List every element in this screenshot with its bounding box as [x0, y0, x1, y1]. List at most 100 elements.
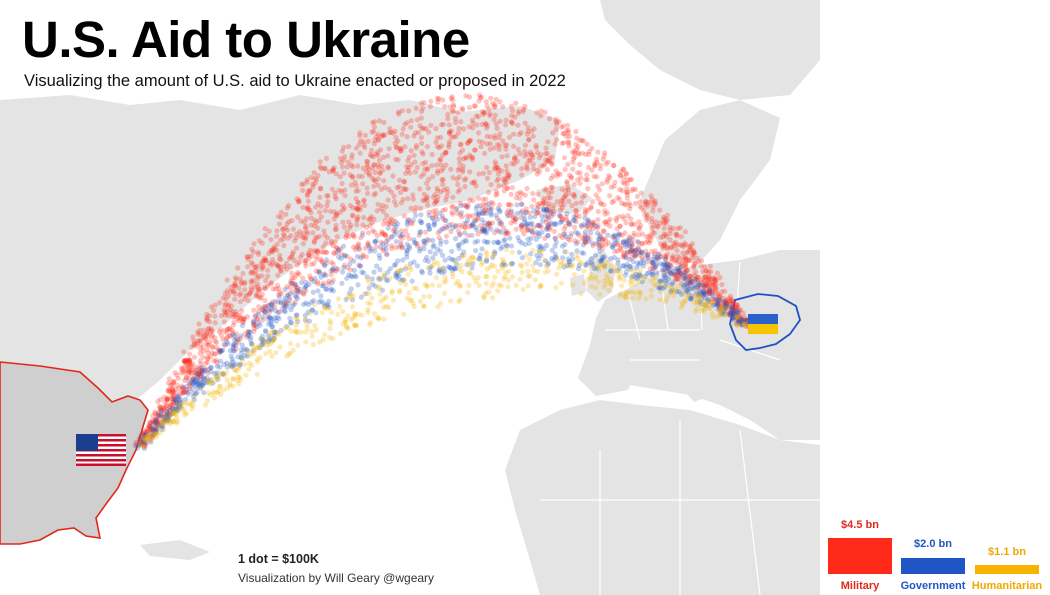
aid-dot-humanitarian	[368, 301, 374, 307]
aid-dot-military	[356, 247, 362, 253]
aid-dot-military	[167, 411, 173, 417]
aid-dot-military	[621, 174, 627, 180]
aid-dot-military	[519, 227, 525, 233]
aid-dot-government	[395, 258, 401, 264]
aid-dot-military	[232, 311, 238, 318]
aid-dot-military	[148, 434, 154, 440]
aid-dot-military	[205, 325, 212, 331]
aid-dot-military	[524, 185, 530, 192]
aid-dot-military	[221, 319, 227, 325]
aid-dot-military	[419, 149, 425, 155]
aid-dot-military	[571, 192, 577, 198]
aid-dot-government	[475, 238, 481, 244]
aid-dot-military	[582, 207, 589, 213]
aid-dot-government	[218, 348, 224, 354]
aid-dot-military	[333, 268, 339, 274]
aid-dot-military	[558, 202, 564, 208]
aid-dot-military	[583, 239, 589, 245]
aid-dot-military	[422, 166, 428, 172]
aid-dot-humanitarian	[637, 267, 643, 273]
aid-dot-military	[546, 116, 553, 122]
aid-dot-military	[372, 190, 379, 196]
aid-dot-military	[293, 235, 299, 241]
aid-dot-military	[318, 166, 324, 172]
aid-dot-military	[640, 208, 647, 214]
aid-dot-humanitarian	[276, 331, 282, 337]
aid-dot-military	[612, 179, 618, 185]
aid-dot-military	[722, 305, 729, 311]
aid-dot-military	[303, 236, 309, 242]
aid-dot-military	[595, 222, 601, 228]
aid-dot-military	[589, 220, 596, 226]
aid-dot-military	[523, 209, 529, 215]
aid-dot-military	[504, 153, 510, 159]
aid-dot-military	[553, 168, 559, 174]
aid-dot-military	[268, 247, 274, 254]
aid-dot-military	[248, 270, 254, 276]
aid-dot-military	[325, 193, 331, 199]
aid-dot-military	[661, 242, 667, 248]
aid-dot-military	[677, 272, 683, 278]
aid-dot-military	[629, 240, 635, 246]
aid-dot-military	[378, 239, 384, 245]
aid-dot-military	[366, 217, 372, 223]
aid-dot-government	[395, 221, 401, 227]
aid-dot-military	[191, 376, 197, 383]
aid-dot-military	[376, 157, 383, 163]
aid-dot-humanitarian	[192, 393, 198, 399]
aid-dot-military	[184, 386, 190, 393]
aid-dot-military	[480, 170, 487, 176]
aid-dot-military	[364, 164, 371, 170]
aid-dot-military	[633, 247, 639, 253]
aid-dot-military	[511, 155, 518, 161]
aid-dot-military	[141, 431, 147, 437]
aid-dot-humanitarian	[295, 342, 301, 348]
aid-dot-military	[280, 231, 287, 237]
aid-dot-military	[349, 162, 355, 168]
legend-value-humanitarian: $1.1 bn	[988, 546, 1026, 558]
aid-dot-military	[294, 196, 300, 202]
aid-dot-military	[420, 197, 426, 203]
aid-dot-military	[712, 286, 719, 292]
aid-dot-military	[284, 221, 290, 227]
aid-dot-military	[685, 249, 691, 255]
aid-dot-humanitarian	[450, 271, 456, 277]
aid-dot-military	[333, 171, 339, 177]
aid-dot-military	[533, 145, 539, 151]
aid-dot-military	[728, 310, 734, 316]
aid-dot-military	[277, 237, 284, 243]
aid-dot-government	[255, 311, 262, 317]
aid-dot-military	[417, 123, 423, 129]
aid-dot-military	[232, 280, 238, 286]
aid-dot-government	[399, 231, 405, 238]
aid-dot-military	[252, 284, 258, 290]
aid-dot-military	[513, 195, 520, 201]
aid-dot-military	[516, 108, 522, 114]
aid-dot-military	[153, 424, 159, 430]
aid-dot-military	[613, 218, 620, 224]
aid-dot-military	[469, 180, 475, 186]
aid-dot-military	[450, 104, 457, 110]
aid-dot-government	[417, 245, 423, 252]
aid-dot-military	[514, 158, 520, 164]
aid-dot-military	[412, 169, 418, 175]
aid-dot-military	[579, 137, 585, 143]
aid-dot-government	[673, 272, 679, 278]
aid-dot-military	[525, 124, 531, 130]
aid-dot-military	[470, 155, 476, 161]
aid-dot-military	[305, 206, 311, 212]
aid-dot-military	[157, 418, 163, 424]
aid-dot-military	[647, 266, 653, 272]
aid-dot-military	[504, 185, 510, 191]
aid-dot-military	[484, 141, 490, 147]
aid-dot-military	[591, 163, 598, 169]
aid-dot-military	[237, 315, 243, 321]
aid-dot-military	[543, 186, 549, 192]
aid-dot-humanitarian	[682, 297, 688, 304]
aid-dot-military	[586, 164, 592, 170]
aid-dot-military	[594, 174, 600, 180]
aid-dot-military	[255, 293, 261, 299]
aid-dot-military	[595, 149, 601, 155]
aid-dot-military	[496, 167, 502, 173]
aid-dot-government	[218, 358, 224, 364]
